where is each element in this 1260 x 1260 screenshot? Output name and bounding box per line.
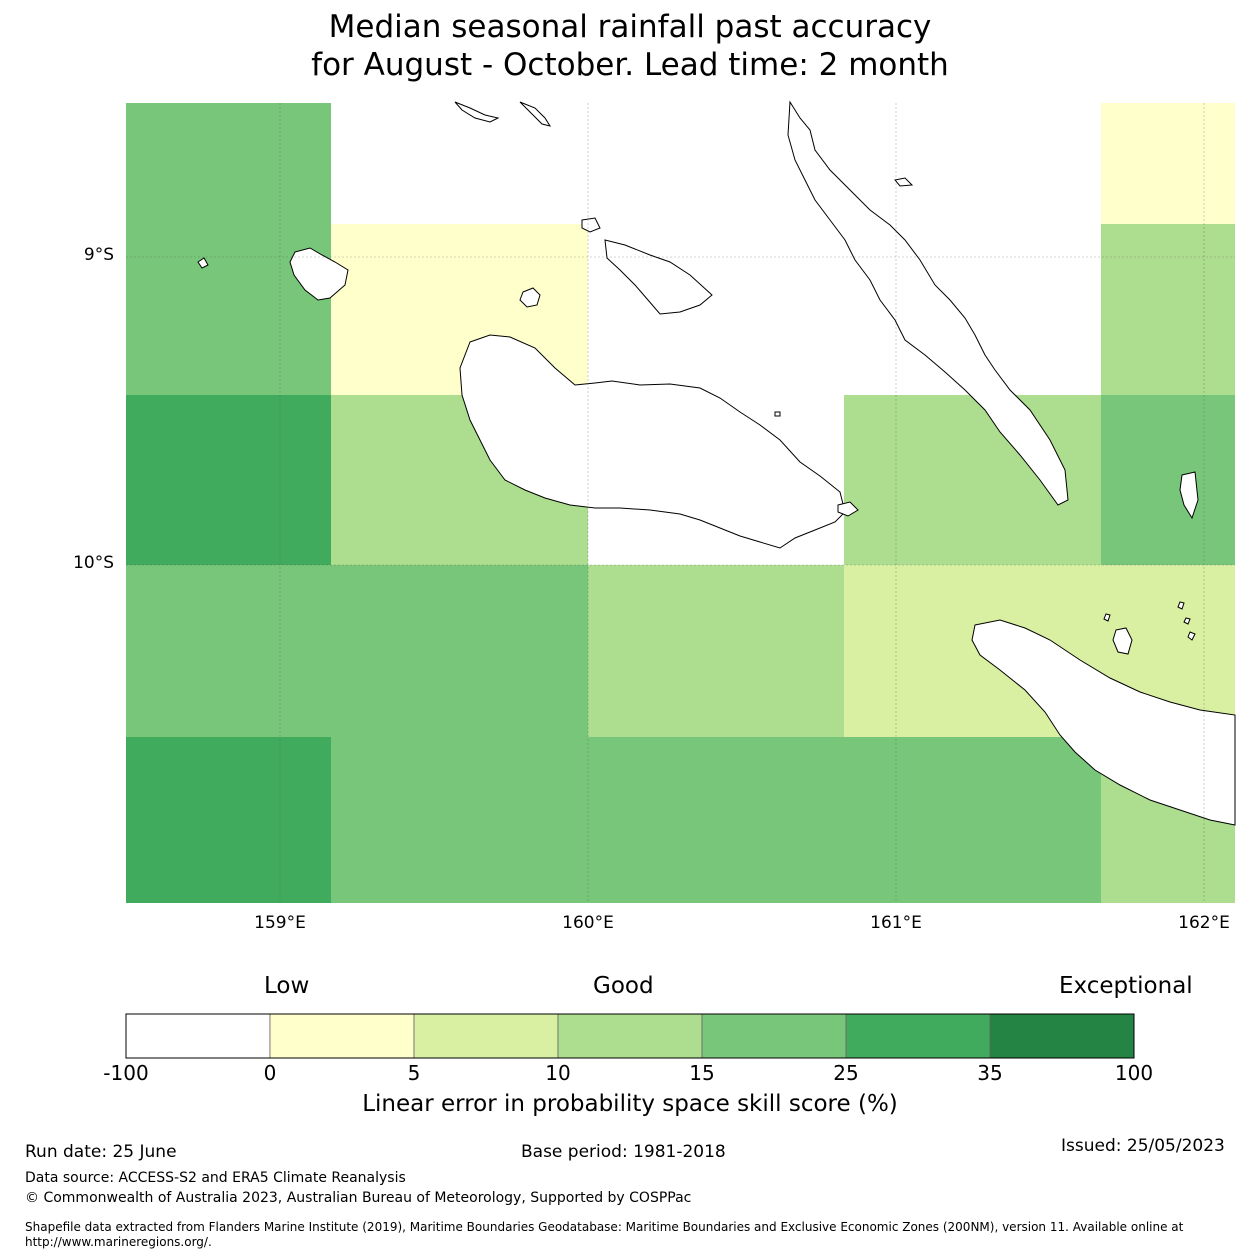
grid-cell xyxy=(126,737,331,903)
lat-label-10s: 10°S xyxy=(73,553,114,573)
grid-cell xyxy=(1101,224,1235,395)
island-savo xyxy=(519,287,541,308)
colorbar-tick: 10 xyxy=(545,1061,571,1085)
colorbar-tick: 0 xyxy=(263,1061,277,1085)
islet-ngella xyxy=(581,217,601,233)
colorbar-frame xyxy=(125,1013,1135,1059)
land-masses xyxy=(197,100,1236,826)
colorbar-label-exceptional: Exceptional xyxy=(1059,973,1193,999)
island-northwest xyxy=(454,101,500,123)
colorbar xyxy=(125,1013,1135,1059)
issued-date: Issued: 25/05/2023 xyxy=(1061,1136,1225,1156)
islet-e xyxy=(837,501,859,517)
map-title-line-1: Median seasonal rainfall past accuracy xyxy=(328,9,932,45)
skill-grid xyxy=(126,103,1235,903)
grid-cell xyxy=(844,737,1101,903)
islet-c xyxy=(1183,617,1191,625)
lon-label-161e: 161°E xyxy=(870,913,922,933)
colorbar-title: Linear error in probability space skill … xyxy=(362,1091,898,1117)
colorbar-tick: 25 xyxy=(833,1061,859,1085)
graticule xyxy=(126,103,1235,903)
grid-cell xyxy=(331,565,588,903)
colorbar-swatch xyxy=(125,1013,271,1059)
grid-cell xyxy=(126,103,331,395)
grid-cell xyxy=(331,103,588,224)
island-santa-isabel xyxy=(787,100,1069,506)
data-source: Data source: ACCESS-S2 and ERA5 Climate … xyxy=(25,1170,406,1186)
colorbar-label-good: Good xyxy=(593,973,654,999)
island-guadalcanal xyxy=(459,334,846,549)
colorbar-tick: 15 xyxy=(689,1061,715,1085)
colorbar-tick: -100 xyxy=(103,1061,149,1085)
colorbar-swatch xyxy=(701,1013,847,1059)
map-title-line-2: for August - October. Lead time: 2 month xyxy=(311,47,949,83)
grid-cell xyxy=(588,737,844,903)
island-san-cristobal xyxy=(971,619,1236,826)
colorbar-swatch xyxy=(557,1013,703,1059)
lon-label-160e: 160°E xyxy=(562,913,614,933)
islet-a xyxy=(1103,613,1111,622)
base-period: Base period: 1981-2018 xyxy=(521,1142,726,1162)
colorbar-tick: 100 xyxy=(1114,1061,1154,1085)
lon-label-162e: 162°E xyxy=(1178,913,1230,933)
grid-cell xyxy=(1101,103,1235,224)
copyright: © Commonwealth of Australia 2023, Austra… xyxy=(25,1190,692,1206)
islet-b xyxy=(1177,601,1185,610)
colorbar-swatch xyxy=(269,1013,415,1059)
islet-g xyxy=(894,177,914,187)
run-date: Run date: 25 June xyxy=(25,1142,177,1162)
islet-f xyxy=(774,411,781,417)
colorbar-swatch xyxy=(989,1013,1135,1059)
grid-cell xyxy=(126,395,331,565)
island-florida xyxy=(604,239,713,315)
grid-cell xyxy=(588,565,844,737)
colorbar-swatch xyxy=(413,1013,559,1059)
grid-cell xyxy=(1101,395,1235,565)
islet-d xyxy=(1187,631,1196,641)
shapefile-credit: Shapefile data extracted from Flanders M… xyxy=(25,1220,1184,1249)
lon-label-159e: 159°E xyxy=(254,913,306,933)
colorbar-tick: 35 xyxy=(977,1061,1003,1085)
colorbar-swatch xyxy=(845,1013,991,1059)
colorbar-tick: 5 xyxy=(407,1061,421,1085)
islet-west xyxy=(197,257,209,269)
island-malaita-south xyxy=(1179,471,1199,520)
colorbar-label-low: Low xyxy=(264,973,310,999)
island-russell xyxy=(289,247,349,301)
island-ulawa xyxy=(1112,627,1133,655)
lat-label-9s: 9°S xyxy=(83,245,114,265)
island-north-small xyxy=(519,101,552,127)
grid-cell xyxy=(126,565,331,737)
